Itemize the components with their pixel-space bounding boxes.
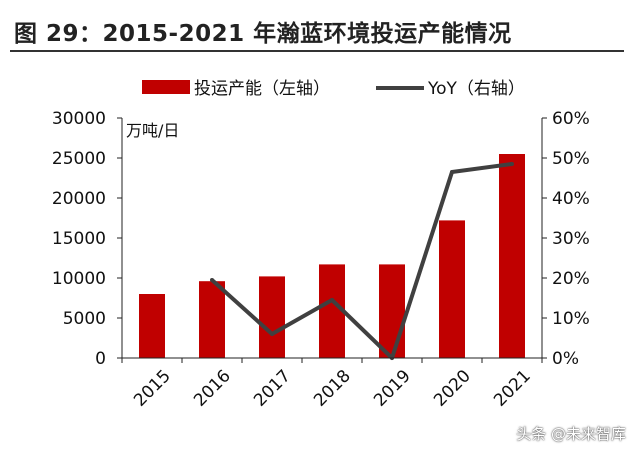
x-tick-label: 2019 xyxy=(370,366,415,411)
legend-label-capacity: 投运产能（左轴） xyxy=(194,79,330,99)
legend-label-yoy: YoY（右轴） xyxy=(427,79,525,99)
legend: 投运产能（左轴） YoY（右轴） xyxy=(142,79,525,99)
legend-swatch-capacity xyxy=(142,80,190,94)
bar-2015 xyxy=(139,294,165,358)
left-tick-label: 20000 xyxy=(52,189,106,209)
yoy-point-2020 xyxy=(450,170,454,174)
left-axis-unit-label: 万吨/日 xyxy=(126,121,179,140)
yoy-line xyxy=(210,162,513,360)
left-tick-label: 25000 xyxy=(52,149,106,169)
bar-2017 xyxy=(259,276,285,358)
figure-title: 图 29：2015-2021 年瀚蓝环境投运产能情况 xyxy=(14,21,512,47)
right-tick-label: 30% xyxy=(552,229,590,249)
bar-2020 xyxy=(439,220,465,358)
bar-2019 xyxy=(379,264,405,358)
right-tick-label: 10% xyxy=(552,309,590,329)
title-divider xyxy=(10,50,624,52)
line-series xyxy=(210,162,514,360)
yoy-point-2021 xyxy=(510,162,514,166)
right-tick-label: 0% xyxy=(552,349,579,369)
x-tick-label: 2018 xyxy=(310,366,355,411)
x-tick-label: 2021 xyxy=(490,366,535,411)
right-tick-label: 40% xyxy=(552,189,590,209)
yoy-point-2018 xyxy=(330,298,334,302)
left-tick-label: 15000 xyxy=(52,229,106,249)
axes xyxy=(117,117,547,363)
watermark: 头条 @未来智库 xyxy=(516,425,626,443)
yoy-point-2016 xyxy=(210,278,214,282)
bar-2018 xyxy=(319,264,345,358)
left-tick-label: 5000 xyxy=(63,309,106,329)
left-tick-label: 10000 xyxy=(52,269,106,289)
right-tick-label: 60% xyxy=(552,109,590,129)
left-tick-label: 0 xyxy=(95,349,106,369)
bar-series xyxy=(139,154,525,358)
left-tick-label: 30000 xyxy=(52,109,106,129)
x-tick-label: 2017 xyxy=(250,366,295,411)
x-tick-label: 2020 xyxy=(430,366,475,411)
x-tick-label: 2016 xyxy=(190,366,235,411)
right-tick-label: 20% xyxy=(552,269,590,289)
yoy-point-2017 xyxy=(270,332,274,336)
x-tick-label: 2015 xyxy=(130,366,175,411)
bar-2016 xyxy=(199,281,225,358)
right-tick-label: 50% xyxy=(552,149,590,169)
bar-2021 xyxy=(499,154,525,358)
